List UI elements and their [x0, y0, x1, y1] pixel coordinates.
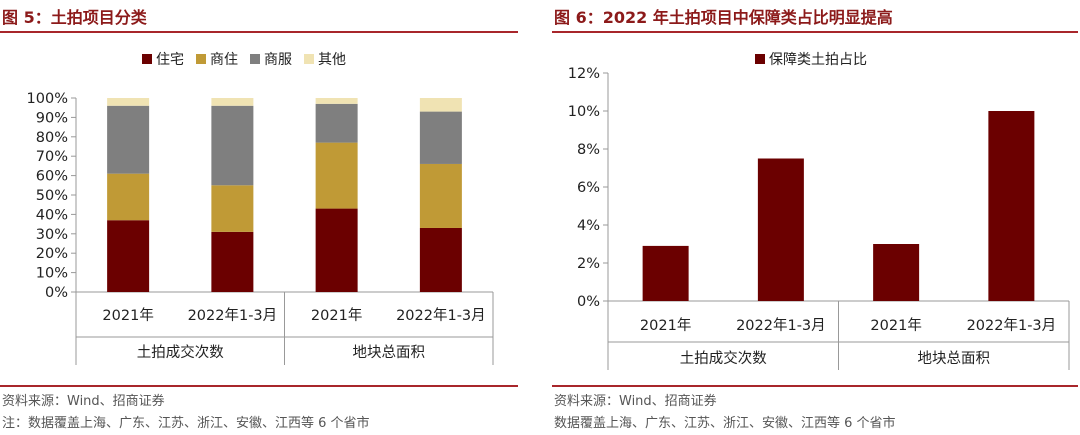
figure-5-title: 图 5：土拍项目分类 [2, 8, 147, 27]
x-category-label: 2021年 [640, 317, 691, 334]
bar-住宅-0 [107, 220, 150, 292]
y-tick-label: 20% [36, 246, 68, 262]
coverage-note: 注：数据覆盖上海、广东、江苏、浙江、安徽、江西等 6 个省市 [2, 416, 370, 431]
x-category-label: 2022年1-3月 [967, 317, 1057, 334]
bottom-rule [552, 385, 1078, 387]
bar-保障类土拍占比-2 [873, 244, 920, 301]
legend-label-0: 保障类土拍占比 [769, 52, 867, 68]
bar-商服-1 [211, 105, 254, 186]
bar-住宅-3 [419, 227, 462, 292]
y-tick-label: 12% [568, 66, 600, 82]
title-rule [0, 31, 518, 33]
bar-商服-2 [315, 103, 358, 143]
y-tick-label: 6% [577, 180, 600, 196]
bar-商住-1 [211, 185, 254, 232]
coverage-note: 数据覆盖上海、广东、江苏、浙江、安徽、江西等 6 个省市 [554, 416, 896, 431]
title-rule [552, 31, 1078, 33]
x-group-label: 地块总面积 [353, 344, 426, 361]
bar-chart: 保障类土拍占比 0% 2% 4% 6% 8% 10% 12% 2021年 2022年1-3月 202… [568, 52, 1070, 370]
bar-保障类土拍占比-0 [642, 245, 689, 301]
y-tick-label: 80% [36, 130, 68, 146]
stacked-bar-chart: 住宅 商住 商服 其他 0% 10% 20% 30% 40% 50% 60% 70% 80% 90% 100… [27, 52, 494, 365]
y-tick-label: 0% [577, 294, 600, 310]
bar-商住-0 [107, 173, 150, 221]
legend-label-1: 商住 [210, 52, 238, 68]
bottom-rule [0, 385, 518, 387]
legend-swatch-2 [250, 54, 260, 64]
legend-swatch-0 [142, 54, 152, 64]
x-category-label: 2022年1-3月 [188, 307, 278, 324]
x-group-label: 土拍成交次数 [680, 349, 767, 367]
y-tick-label: 30% [36, 227, 68, 243]
left-figure-panel: 图 5：土拍项目分类 住宅 商住 商服 其他 0% 10% 20% 30% 40% 50% 60% 7… [0, 0, 520, 435]
x-category-label: 2021年 [102, 307, 153, 324]
bar-其他-2 [315, 98, 358, 104]
y-tick-label: 10% [568, 104, 600, 120]
bar-商服-3 [419, 111, 462, 164]
bar-住宅-1 [211, 231, 254, 292]
y-tick-label: 10% [36, 266, 68, 282]
y-tick-label: 70% [36, 149, 68, 165]
bar-其他-1 [211, 98, 254, 106]
y-tick-label: 8% [577, 142, 600, 158]
bar-商住-2 [315, 142, 358, 209]
y-tick-label: 4% [577, 218, 600, 234]
bar-商住-3 [419, 163, 462, 228]
legend-label-0: 住宅 [156, 52, 184, 68]
legend-swatch-1 [196, 54, 206, 64]
x-category-label: 2021年 [870, 317, 921, 334]
x-group-label: 土拍成交次数 [137, 343, 224, 361]
figure-6-title: 图 6：2022 年土拍项目中保障类占比明显提高 [554, 8, 893, 27]
right-figure-panel: 图 6：2022 年土拍项目中保障类占比明显提高 保障类土拍占比 0% 2% 4% 6%… [552, 0, 1080, 435]
y-tick-label: 50% [36, 188, 68, 204]
y-tick-label: 0% [45, 285, 68, 301]
legend-label-3: 其他 [318, 52, 346, 68]
x-category-label: 2021年 [311, 307, 362, 324]
bar-保障类土拍占比-3 [988, 111, 1035, 301]
bar-其他-3 [419, 98, 462, 112]
bar-商服-0 [107, 105, 150, 174]
legend-swatch-3 [304, 54, 314, 64]
y-tick-label: 90% [36, 110, 68, 126]
legend-label-2: 商服 [264, 52, 292, 68]
x-category-label: 2022年1-3月 [396, 307, 486, 324]
source-note: 资料来源：Wind、招商证券 [554, 394, 717, 409]
bar-保障类土拍占比-1 [757, 158, 804, 301]
legend-swatch-0 [755, 54, 765, 64]
x-group-label: 地块总面积 [918, 350, 991, 367]
y-tick-label: 2% [577, 256, 600, 272]
x-category-label: 2022年1-3月 [736, 317, 826, 334]
y-tick-label: 60% [36, 169, 68, 185]
y-tick-label: 40% [36, 207, 68, 223]
y-tick-label: 100% [27, 91, 68, 107]
source-note: 资料来源：Wind、招商证券 [2, 394, 165, 409]
bar-其他-0 [107, 98, 150, 106]
bar-住宅-2 [315, 208, 358, 292]
